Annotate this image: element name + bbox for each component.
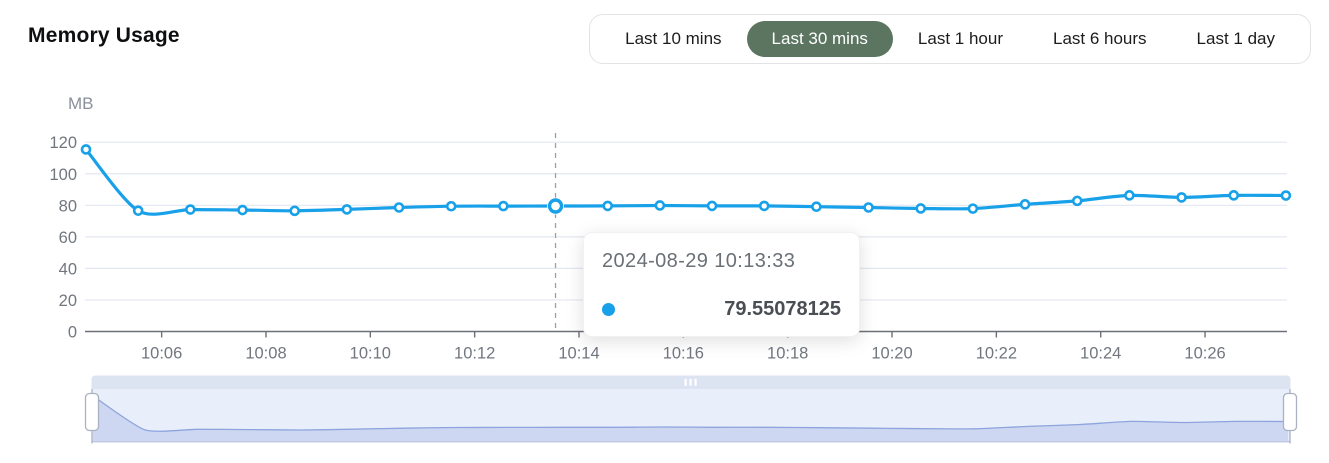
range-button-last-30-mins[interactable]: Last 30 mins <box>746 21 893 57</box>
x-axis-tick-label: 10:10 <box>350 345 391 363</box>
series-dot-icon <box>602 303 615 316</box>
slider-grip-icon <box>689 378 692 386</box>
data-point[interactable] <box>185 204 196 215</box>
data-point[interactable] <box>602 200 614 212</box>
x-axis-tick-label: 10:20 <box>871 345 912 363</box>
data-point[interactable] <box>498 200 509 212</box>
slider-handle-right[interactable] <box>1282 392 1298 432</box>
data-point[interactable] <box>915 203 927 214</box>
x-axis-tick-label: 10:24 <box>1080 345 1121 363</box>
x-axis-tick-label: 10:14 <box>558 345 599 363</box>
chart-tooltip: 2024-08-29 10:13:33 79.55078125 <box>583 232 860 337</box>
x-axis-tick-label: 10:08 <box>245 345 286 363</box>
data-point-highlighted[interactable] <box>547 198 564 214</box>
x-axis-tick-label: 10:16 <box>663 345 704 363</box>
y-axis-tick-label: 80 <box>59 197 77 215</box>
data-point[interactable] <box>445 200 457 212</box>
range-button-last-10-mins[interactable]: Last 10 mins <box>600 21 746 57</box>
y-axis-unit-label: MB <box>68 94 94 113</box>
slider-grip-icon <box>694 378 697 386</box>
tooltip-timestamp: 2024-08-29 10:13:33 <box>602 250 796 272</box>
x-axis-tick-label: 10:26 <box>1184 345 1225 363</box>
data-point[interactable] <box>1228 190 1240 201</box>
data-point[interactable] <box>1124 190 1135 201</box>
x-axis-tick-label: 10:22 <box>976 345 1017 363</box>
data-point[interactable] <box>1280 190 1292 201</box>
data-point[interactable] <box>341 204 353 215</box>
data-point[interactable] <box>706 200 718 212</box>
slider-data-shadow-area <box>93 395 1288 441</box>
memory-series-line <box>84 147 1288 216</box>
data-point[interactable] <box>1071 195 1083 207</box>
data-point[interactable] <box>758 200 770 212</box>
data-point[interactable] <box>1176 192 1187 203</box>
data-point[interactable] <box>863 202 874 213</box>
y-axis-tick-label: 100 <box>49 166 77 184</box>
memory-usage-line-chart[interactable]: MB 0 20 40 60 80 100 120 10:06 10:08 10:10 10:12 10:… <box>0 86 1329 370</box>
tooltip-value: 79.55078125 <box>724 298 841 320</box>
x-axis-tick-label: 10:18 <box>767 345 808 363</box>
data-point[interactable] <box>654 200 666 211</box>
data-point[interactable] <box>80 144 92 155</box>
data-point[interactable] <box>1019 199 1031 210</box>
slider-handle-left[interactable] <box>84 392 100 432</box>
x-axis-tick-label: 10:06 <box>141 345 182 363</box>
slider-data-shadow-line <box>92 395 1289 432</box>
data-point[interactable] <box>237 204 248 216</box>
x-axis-tick-label: 10:12 <box>454 345 495 363</box>
range-button-last-1-day[interactable]: Last 1 day <box>1172 21 1300 57</box>
data-point[interactable] <box>289 205 300 217</box>
data-point[interactable] <box>393 202 405 213</box>
y-axis-tick-label: 60 <box>59 229 77 247</box>
data-point[interactable] <box>811 201 822 213</box>
y-axis-tick-label: 20 <box>59 292 77 310</box>
page-title: Memory Usage <box>28 24 180 47</box>
tooltip-series-row: 79.55078125 <box>602 298 841 321</box>
time-range-selector: Last 10 mins Last 30 mins Last 1 hour Last … <box>589 14 1311 64</box>
data-point[interactable] <box>967 203 979 214</box>
slider-grip-icon <box>684 378 687 386</box>
range-button-last-6-hours[interactable]: Last 6 hours <box>1028 21 1172 57</box>
y-axis-tick-label: 40 <box>59 260 77 278</box>
y-axis-tick-label: 120 <box>49 134 77 152</box>
data-zoom-slider[interactable] <box>0 370 1329 463</box>
data-point[interactable] <box>132 205 144 216</box>
range-button-last-1-hour[interactable]: Last 1 hour <box>893 21 1028 57</box>
y-axis-tick-label: 0 <box>68 324 77 342</box>
